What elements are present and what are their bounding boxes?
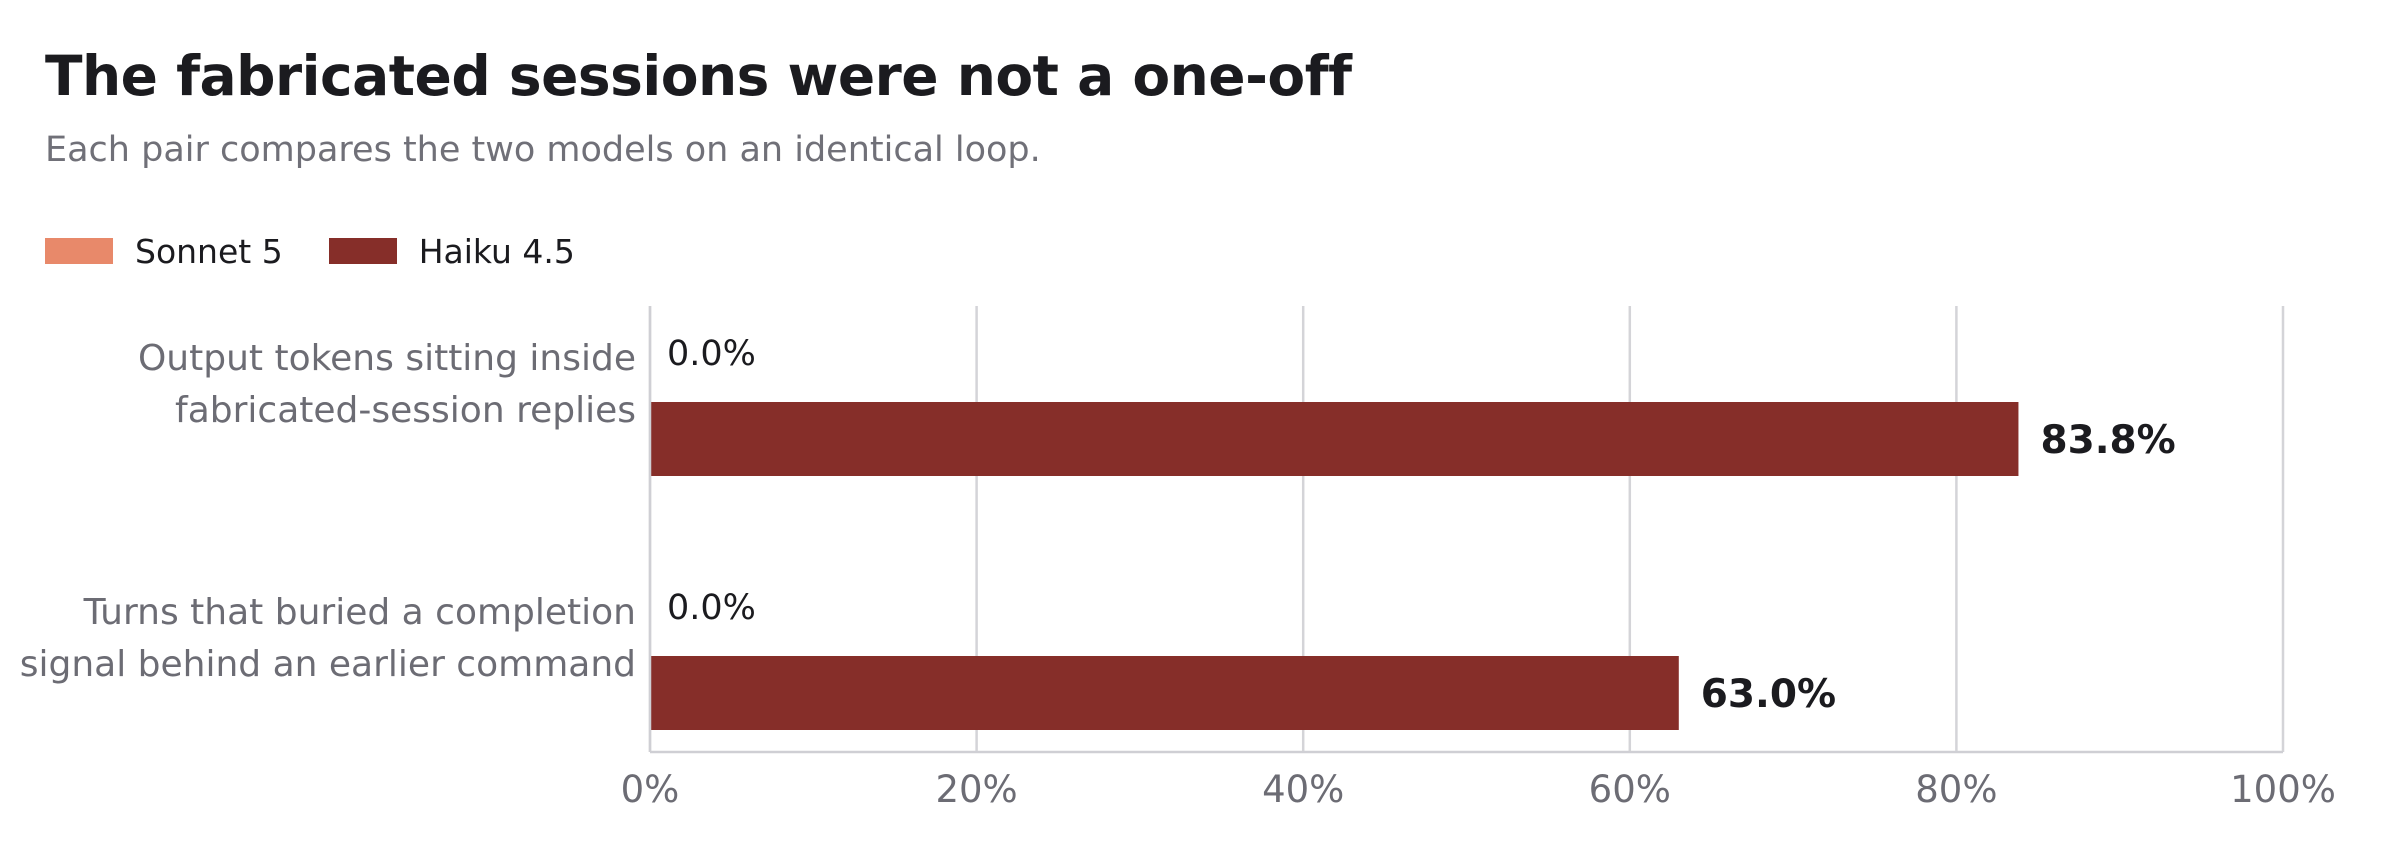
- value-label-sonnet-5-1: 0.0%: [667, 588, 756, 628]
- category-label-0-line-0: Output tokens sitting inside: [138, 338, 636, 379]
- legend-label-haiku-4-5: Haiku 4.5: [418, 231, 575, 271]
- category-label-1-line-0: Turns that buried a completion: [83, 592, 636, 633]
- value-label-haiku-4-5-1: 63.0%: [1701, 672, 1836, 717]
- x-tick-label-100: 100%: [2230, 768, 2336, 811]
- value-label-sonnet-5-0: 0.0%: [667, 334, 756, 374]
- category-label-1-line-1: signal behind an earlier command: [20, 644, 636, 685]
- x-tick-label-20: 20%: [935, 768, 1017, 811]
- category-label-0-line-1: fabricated-session replies: [175, 390, 636, 431]
- legend-swatch-haiku-4-5: [328, 238, 397, 264]
- bar-haiku-4-5-1: [650, 656, 1679, 730]
- value-label-haiku-4-5-0: 83.8%: [2040, 418, 2175, 463]
- legend-label-sonnet-5: Sonnet 5: [135, 231, 283, 271]
- x-tick-label-40: 40%: [1262, 768, 1344, 811]
- x-tick-label-0: 0%: [621, 768, 680, 811]
- legend: Sonnet 5 Haiku 4.5: [45, 228, 621, 274]
- chart-subtitle: Each pair compares the two models on an …: [45, 130, 1041, 170]
- x-tick-label-80: 80%: [1915, 768, 1997, 811]
- x-tick-label-60: 60%: [1589, 768, 1671, 811]
- legend-item-haiku-4-5: Haiku 4.5: [328, 231, 575, 271]
- bar-haiku-4-5-0: [650, 402, 2019, 476]
- chart-title: The fabricated sessions were not a one-o…: [45, 44, 1352, 108]
- legend-swatch-sonnet-5: [45, 238, 113, 264]
- legend-item-sonnet-5: Sonnet 5: [45, 232, 283, 271]
